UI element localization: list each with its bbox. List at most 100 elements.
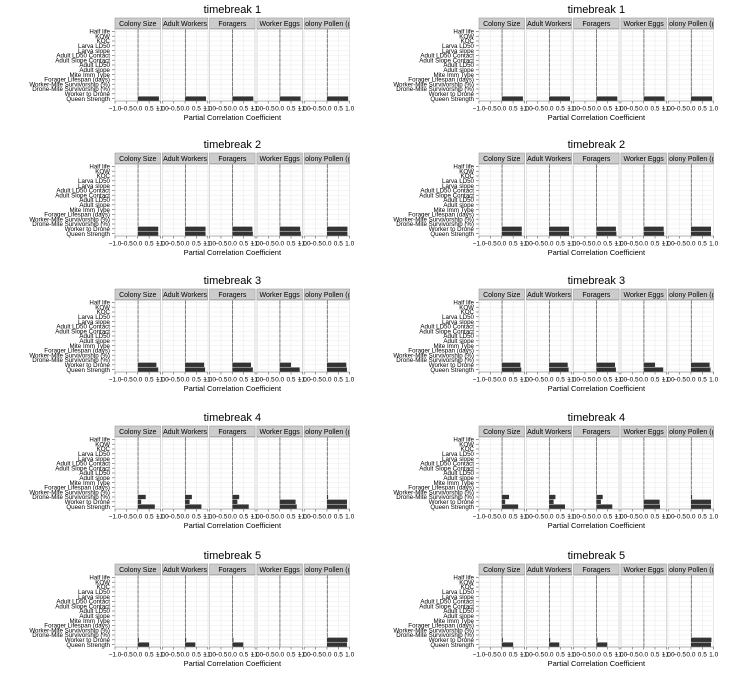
x-tick-label: 1.0 [251,377,260,384]
x-tick-label: 1.0 [520,514,529,521]
bar [549,58,550,63]
x-tick-label: 1.0 [298,106,307,113]
x-tick-label: 0.0 [592,652,601,659]
bar [596,575,597,580]
bar [279,231,301,236]
bar [596,589,597,594]
bar [326,599,328,604]
bar [643,343,645,348]
bar [549,217,550,222]
variable-label: Queen Strength [66,504,110,511]
bar [549,589,550,594]
variable-label: Adult slope [79,338,110,345]
variable-label: Queen Strength [66,367,110,374]
bar [232,343,233,348]
bar [137,480,139,485]
bar [232,300,233,305]
variable-label: Larva slope [78,456,111,463]
bar [232,618,233,623]
x-tick-label: −0.5 [531,652,544,659]
bar [643,608,645,614]
bar [690,72,692,77]
bar [643,589,645,594]
bar [279,367,300,372]
bar [137,329,139,334]
bar [501,67,503,72]
bar [690,353,692,358]
x-tick-label: −1.0 [298,514,311,521]
bar [596,599,597,604]
bar [232,580,233,585]
variable-label: Adult LD50 [443,62,474,69]
bar [137,628,139,633]
x-tick-label: −1.0 [156,241,169,248]
x-tick-label: 1.0 [662,377,671,384]
facet-label: Colony Size [119,21,156,28]
bar [643,353,645,358]
x-tick-label: 0.0 [181,652,190,659]
x-tick-label: −0.5 [215,514,228,521]
bar [549,29,550,34]
bar [137,367,159,372]
bar [232,226,253,231]
x-tick-label: −1.0 [662,106,675,113]
bar [279,599,281,604]
x-tick-label: 0.5 [556,377,565,384]
bar [501,628,503,633]
x-tick-label: −0.5 [167,241,180,248]
x-tick-label: 0.5 [192,377,201,384]
bar [137,67,139,72]
bar [137,197,139,203]
facet-label: Colony Pollen (g) [300,567,354,574]
x-tick-label: 0.5 [603,106,612,113]
variable-label: Larva slope [78,48,111,55]
bar [549,357,550,363]
bar [185,499,190,504]
bar [643,475,645,480]
bar [596,353,597,358]
variable-label: Half life [89,437,110,444]
bar [185,207,186,212]
bar [596,456,597,461]
bar [137,353,139,358]
bar [690,77,692,82]
bar [232,623,233,628]
variable-label: Half life [453,164,474,171]
bar [232,494,240,500]
bar [690,343,692,348]
bar [501,608,503,614]
bar [643,470,645,476]
bar [690,499,711,504]
bar [137,305,139,310]
bar [279,437,281,442]
facet-label: Colony Pollen (g) [664,156,718,163]
bar [185,353,186,358]
bar [326,217,328,222]
x-tick-label: 0.5 [145,652,154,659]
bar [643,77,645,82]
variable-label: Half life [453,437,474,444]
variable-label: Larva slope [78,183,111,190]
bar [690,580,692,585]
bar [549,348,550,353]
bar [643,338,645,343]
bar [137,77,139,82]
bar [232,309,233,315]
x-tick-label: 0.0 [133,106,142,113]
bar [232,589,233,594]
bar [232,642,244,647]
bar [643,362,656,367]
bar [596,475,597,480]
bar [549,367,569,372]
plot-title: timebreak 5 [204,550,261,562]
x-tick-label: −1.0 [520,106,533,113]
bar [501,580,503,585]
bar [549,231,570,236]
bar [690,62,692,68]
bar [596,504,613,509]
bar [549,594,550,599]
bar [185,470,186,476]
bar [549,72,550,77]
bar [137,637,139,642]
